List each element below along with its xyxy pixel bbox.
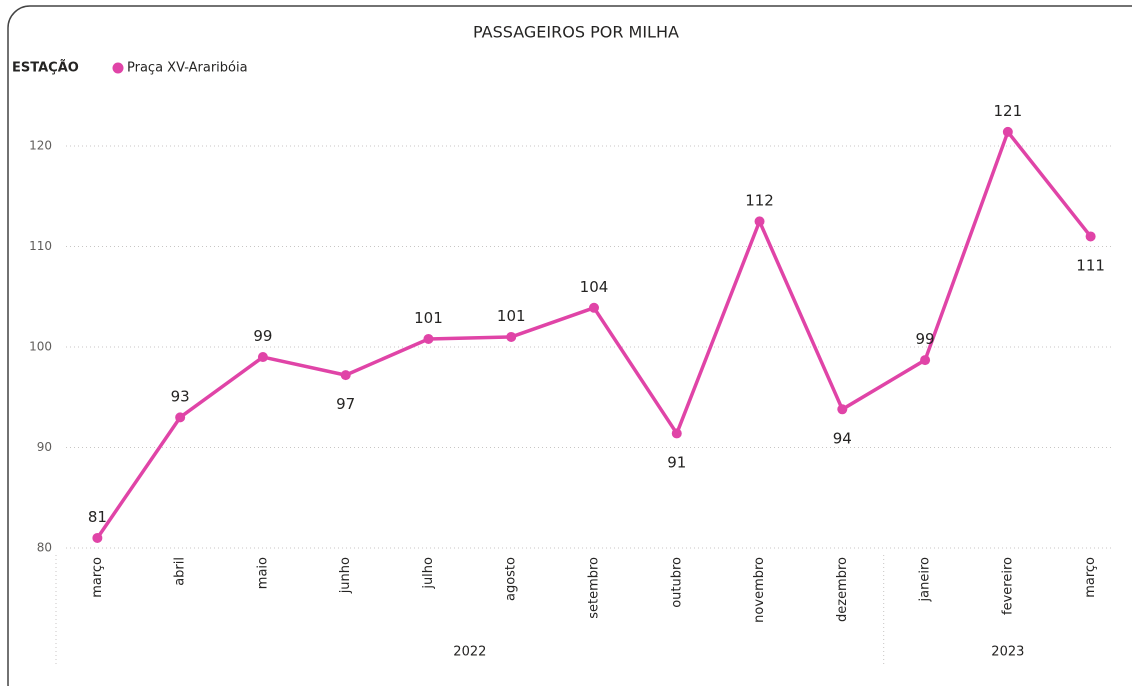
data-label: 94 [833, 429, 852, 447]
data-label: 97 [336, 395, 355, 413]
x-tick-label: outubro [669, 557, 684, 608]
data-label: 104 [580, 278, 609, 296]
x-tick-label: fevereiro [1000, 557, 1015, 615]
chart-title: PASSAGEIROS POR MILHA [473, 23, 679, 42]
point [589, 302, 599, 313]
y-tick-label: 120 [29, 139, 52, 153]
data-label: 101 [414, 309, 443, 327]
y-tick-label: 90 [37, 440, 52, 454]
x-tick-label: setembro [587, 557, 602, 619]
y-tick-label: 110 [29, 239, 52, 253]
x-tick-label: agosto [504, 557, 519, 601]
point [671, 428, 682, 439]
x-tick-label: dezembro [835, 557, 850, 622]
point [257, 352, 268, 363]
data-label: 93 [171, 387, 190, 405]
data-label: 121 [994, 102, 1023, 120]
data-label: 111 [1076, 256, 1105, 274]
y-tick-label: 80 [37, 541, 52, 555]
x-tick-label: janeiro [918, 557, 933, 602]
data-label: 91 [667, 453, 686, 471]
legend-title: ESTAÇÃO [12, 60, 79, 76]
point [837, 404, 848, 415]
data-label: 99 [253, 327, 272, 345]
point [340, 370, 351, 381]
data-label: 81 [88, 508, 107, 526]
y-tick-label: 100 [29, 340, 52, 354]
point [506, 331, 517, 342]
card [7, 5, 1132, 686]
x-tick-label: abril [173, 557, 188, 586]
group-label: 2023 [991, 645, 1024, 660]
point [423, 333, 434, 344]
x-tick-label: março [90, 557, 105, 598]
point [175, 412, 186, 423]
legend-label: Praça XV-Araribóia [127, 61, 248, 76]
x-tick-label: julho [421, 557, 436, 590]
x-tick-label: junho [338, 557, 353, 594]
point [1002, 126, 1013, 137]
point [1085, 231, 1096, 242]
x-tick-label: março [1083, 557, 1098, 598]
point [754, 216, 765, 227]
x-tick-label: novembro [752, 557, 767, 623]
group-label: 2022 [453, 645, 486, 660]
data-label: 112 [745, 191, 774, 209]
legend-marker [112, 62, 124, 74]
point [92, 532, 103, 543]
data-label: 99 [916, 330, 935, 348]
x-tick-label: maio [255, 557, 270, 589]
point [920, 355, 931, 366]
data-label: 101 [497, 307, 526, 325]
